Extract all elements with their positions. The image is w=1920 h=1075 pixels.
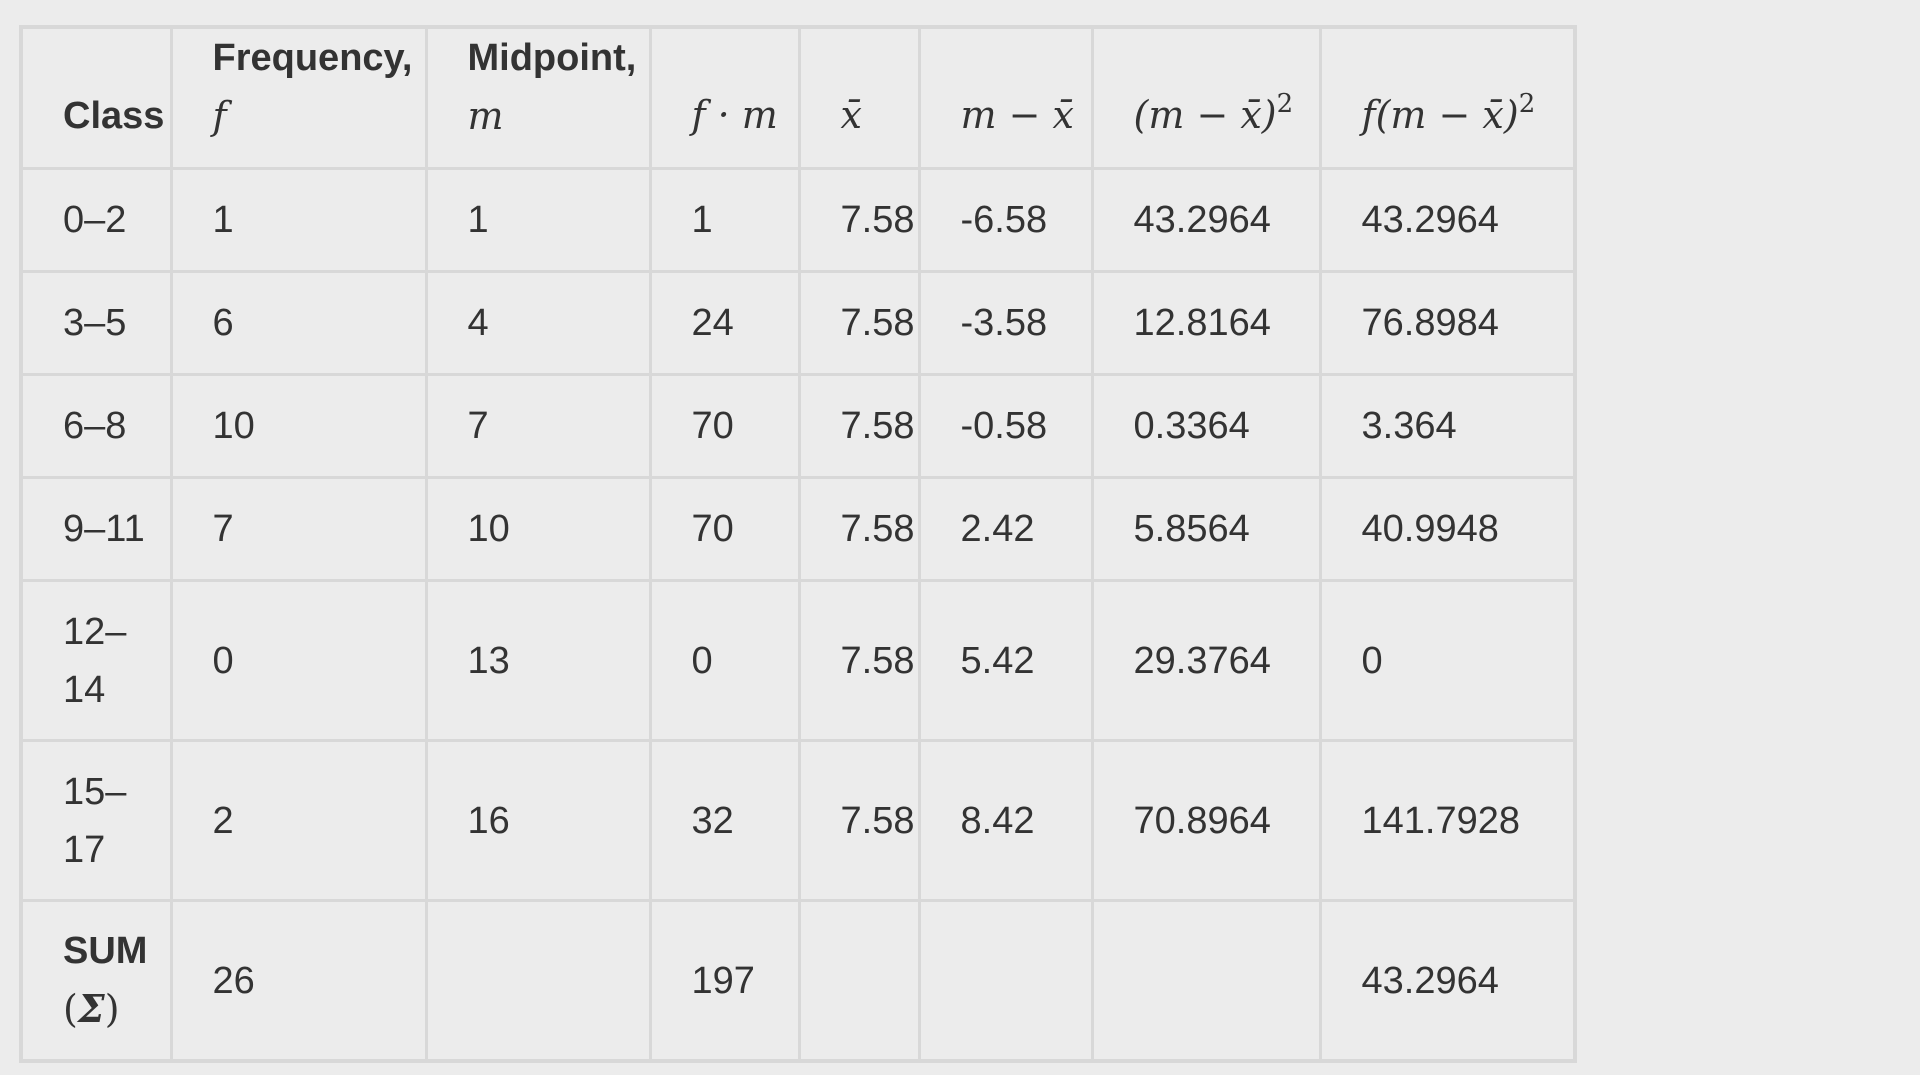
cell-fm: 32: [648, 739, 801, 902]
grouped-data-variance-table: Class Frequency, f Midpoint, m f · m x̄ …: [19, 25, 1577, 1063]
cell-midpoint: 1: [424, 167, 652, 273]
cell-weighted-squared-deviation: 3.364: [1318, 373, 1577, 479]
cell-sum-deviation: [917, 899, 1094, 1063]
cell-squared-deviation: 5.8564: [1090, 476, 1322, 582]
cell-midpoint: 10: [424, 476, 652, 582]
table-row: 3–5 6 4 24 7.58 -3.58 12.8164 76.8984: [19, 270, 1577, 376]
table-sum-row: SUM (Σ) 26 197 43.2964: [19, 899, 1577, 1063]
cell-deviation: -3.58: [917, 270, 1094, 376]
cell-weighted-squared-deviation: 40.9948: [1318, 476, 1577, 582]
cell-sum-squared-deviation: [1090, 899, 1322, 1063]
header-weighted-squared-deviation: f(m − x̄)2: [1318, 25, 1577, 170]
cell-mean: 7.58: [797, 579, 921, 742]
cell-fm: 1: [648, 167, 801, 273]
cell-fm: 24: [648, 270, 801, 376]
cell-sum-midpoint: [424, 899, 652, 1063]
table-row: 15–17 2 16 32 7.58 8.42 70.8964 141.7928: [19, 739, 1577, 902]
cell-weighted-squared-deviation: 0: [1318, 579, 1577, 742]
cell-weighted-squared-deviation: 141.7928: [1318, 739, 1577, 902]
cell-class: 0–2: [19, 167, 173, 273]
cell-squared-deviation: 70.8964: [1090, 739, 1322, 902]
cell-midpoint: 4: [424, 270, 652, 376]
cell-sum-fm: 197: [648, 899, 801, 1063]
cell-sum-frequency: 26: [169, 899, 428, 1063]
cell-squared-deviation: 29.3764: [1090, 579, 1322, 742]
cell-frequency: 10: [169, 373, 428, 479]
cell-frequency: 0: [169, 579, 428, 742]
table-row: 9–11 7 10 70 7.58 2.42 5.8564 40.9948: [19, 476, 1577, 582]
cell-squared-deviation: 0.3364: [1090, 373, 1322, 479]
header-squared-deviation: (m − x̄)2: [1090, 25, 1322, 170]
header-f-times-m: f · m: [648, 25, 801, 170]
cell-sum-mean: [797, 899, 921, 1063]
cell-weighted-squared-deviation: 43.2964: [1318, 167, 1577, 273]
table-row: 6–8 10 7 70 7.58 -0.58 0.3364 3.364: [19, 373, 1577, 479]
frequency-table-container: Class Frequency, f Midpoint, m f · m x̄ …: [19, 25, 1577, 1063]
cell-fm: 0: [648, 579, 801, 742]
header-frequency-symbol: f: [212, 94, 227, 138]
cell-mean: 7.58: [797, 167, 921, 273]
cell-mean: 7.58: [797, 373, 921, 479]
cell-deviation: 2.42: [917, 476, 1094, 582]
header-mean: x̄: [797, 25, 921, 170]
cell-squared-deviation: 43.2964: [1090, 167, 1322, 273]
cell-deviation: -6.58: [917, 167, 1094, 273]
cell-frequency: 1: [169, 167, 428, 273]
cell-deviation: -0.58: [917, 373, 1094, 479]
cell-midpoint: 16: [424, 739, 652, 902]
header-midpoint-symbol: m: [467, 94, 504, 138]
cell-deviation: 8.42: [917, 739, 1094, 902]
table-row: 0–2 1 1 1 7.58 -6.58 43.2964 43.2964: [19, 167, 1577, 273]
cell-class: 3–5: [19, 270, 173, 376]
table-row: 12–14 0 13 0 7.58 5.42 29.3764 0: [19, 579, 1577, 742]
cell-mean: 7.58: [797, 270, 921, 376]
cell-sum-label: SUM (Σ): [19, 899, 173, 1063]
cell-mean: 7.58: [797, 476, 921, 582]
cell-fm: 70: [648, 373, 801, 479]
cell-midpoint: 7: [424, 373, 652, 479]
cell-squared-deviation: 12.8164: [1090, 270, 1322, 376]
cell-class: 6–8: [19, 373, 173, 479]
header-class: Class: [19, 25, 173, 170]
cell-midpoint: 13: [424, 579, 652, 742]
cell-fm: 70: [648, 476, 801, 582]
header-midpoint: Midpoint, m: [424, 25, 652, 170]
header-deviation: m − x̄: [917, 25, 1094, 170]
cell-frequency: 2: [169, 739, 428, 902]
header-frequency: Frequency, f: [169, 25, 428, 170]
table-header-row: Class Frequency, f Midpoint, m f · m x̄ …: [19, 25, 1577, 170]
cell-deviation: 5.42: [917, 579, 1094, 742]
cell-weighted-squared-deviation: 76.8984: [1318, 270, 1577, 376]
cell-mean: 7.58: [797, 739, 921, 902]
cell-class: 15–17: [19, 739, 173, 902]
cell-class: 12–14: [19, 579, 173, 742]
cell-frequency: 6: [169, 270, 428, 376]
cell-sum-weighted-squared-deviation: 43.2964: [1318, 899, 1577, 1063]
cell-class: 9–11: [19, 476, 173, 582]
cell-frequency: 7: [169, 476, 428, 582]
sigma-symbol: (Σ): [63, 986, 120, 1031]
